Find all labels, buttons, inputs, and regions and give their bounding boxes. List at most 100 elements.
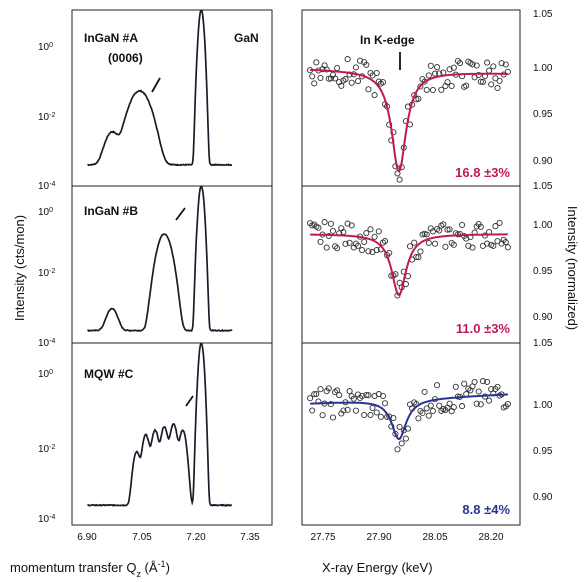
- pointer-c: [185, 395, 194, 407]
- data-point: [450, 64, 457, 71]
- data-point: [325, 75, 332, 82]
- data-point: [363, 61, 370, 68]
- pointer-a: [151, 77, 161, 93]
- data-point: [419, 409, 426, 416]
- data-point: [365, 248, 372, 255]
- data-point: [329, 227, 337, 234]
- data-point: [323, 244, 330, 251]
- data-point: [459, 403, 466, 410]
- data-point: [402, 435, 409, 442]
- data-point: [307, 395, 314, 402]
- data-point: [352, 407, 359, 414]
- data-point: [459, 221, 466, 229]
- label-gan: GaN: [234, 31, 259, 45]
- data-point: [504, 244, 511, 251]
- left-ytick-top-3: 10-4: [38, 181, 55, 193]
- data-point: [344, 406, 351, 413]
- data-point: [425, 239, 432, 246]
- data-point: [315, 224, 322, 231]
- data-point: [323, 66, 330, 73]
- data-point: [356, 394, 364, 402]
- data-point: [425, 72, 432, 79]
- left-xtick-1: 6.90: [77, 532, 97, 543]
- left-xtick-2: 7.05: [132, 532, 152, 543]
- data-point: [423, 405, 430, 412]
- data-point: [417, 83, 424, 90]
- data-point: [469, 244, 476, 251]
- right-ytick-c3: 0.95: [533, 446, 553, 457]
- data-point: [313, 390, 320, 398]
- left-xtick-labels: 6.90 7.05 7.20 7.35: [77, 532, 260, 543]
- data-point: [390, 414, 397, 422]
- right-middle-frame: [301, 185, 521, 344]
- data-point: [311, 80, 318, 87]
- data-point: [479, 378, 486, 385]
- data-point: [411, 239, 418, 246]
- left-yaxis-title: Intensity (cts/mon): [12, 215, 27, 321]
- data-point: [346, 388, 353, 395]
- data-point: [371, 233, 378, 240]
- data-point: [379, 392, 387, 400]
- left-xaxis-title: momentum transfer Qz (Å-1): [10, 559, 170, 579]
- data-point: [344, 56, 351, 63]
- fit-curve-right-top: [310, 68, 508, 173]
- data-point: [444, 79, 451, 86]
- data-point: [367, 411, 374, 419]
- data-point: [456, 60, 464, 67]
- label-in-k-edge: In K-edge: [360, 33, 415, 47]
- data-point: [361, 411, 368, 419]
- data-point: [504, 400, 511, 408]
- data-point: [496, 219, 503, 226]
- data-point: [477, 223, 484, 230]
- data-point: [496, 77, 503, 84]
- data-point: [325, 385, 332, 392]
- fit-curve-right-middle: [310, 233, 508, 297]
- data-point: [309, 73, 316, 80]
- data-point: [348, 222, 355, 229]
- left-ytick-bot-2: 10-2: [38, 444, 55, 456]
- left-ytick-mid-1: 100: [38, 207, 53, 219]
- data-point: [486, 397, 493, 404]
- data-point: [311, 221, 318, 228]
- left-xtick-4: 7.35: [240, 532, 260, 543]
- right-ytick-b1: 1.05: [533, 181, 553, 192]
- data-point: [494, 383, 501, 390]
- right-ytick-a4: 0.90: [533, 156, 553, 167]
- data-point: [327, 220, 334, 227]
- data-point: [352, 240, 359, 247]
- data-point: [446, 66, 453, 73]
- data-point: [363, 391, 370, 399]
- data-point: [319, 412, 326, 419]
- profile-curve-left-bottom: [87, 343, 233, 507]
- data-point: [332, 389, 339, 396]
- data-point: [365, 86, 372, 93]
- data-point: [371, 92, 378, 99]
- right-ytick-c4: 0.90: [533, 492, 553, 503]
- data-point: [446, 226, 453, 233]
- data-point: [484, 378, 491, 385]
- right-xtick-labels: 27.75 27.90 28.05 28.20: [310, 532, 503, 543]
- data-point: [475, 388, 482, 395]
- data-point: [429, 407, 436, 415]
- data-point: [502, 61, 509, 68]
- right-ytick-c1: 1.05: [533, 338, 553, 349]
- data-point: [477, 401, 484, 408]
- data-point: [386, 121, 393, 128]
- right-xaxis-title: X-ray Energy (keV): [322, 560, 433, 575]
- data-point: [469, 61, 476, 68]
- right-ytick-a1: 1.05: [533, 9, 553, 20]
- data-point: [317, 74, 324, 82]
- data-point: [354, 78, 362, 85]
- data-point: [334, 64, 341, 72]
- data-point: [440, 221, 447, 228]
- data-point: [436, 402, 443, 409]
- left-ytick-labels: 100 10-2 10-4 100 10-2 10-4 100 10-2 10-…: [38, 42, 55, 526]
- data-point: [329, 414, 337, 421]
- data-point: [394, 446, 401, 453]
- data-point: [444, 226, 451, 233]
- data-point: [342, 76, 349, 83]
- data-point: [463, 82, 470, 89]
- data-point: [484, 240, 491, 247]
- data-curves: [87, 10, 511, 507]
